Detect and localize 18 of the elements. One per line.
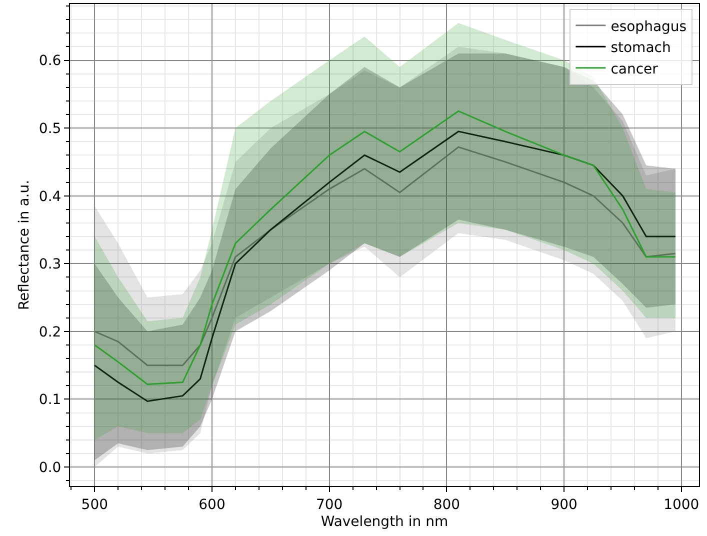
x-tick-label: 500 — [81, 496, 108, 513]
y-axis-title: Reflectance in a.u. — [16, 180, 33, 310]
legend-label: cancer — [610, 61, 658, 78]
y-tick-label: 0.3 — [38, 256, 62, 273]
x-tick-label: 800 — [433, 496, 460, 513]
y-tick-label: 0.6 — [38, 53, 62, 70]
x-axis-title: Wavelength in nm — [320, 514, 448, 530]
y-tick-label: 0.1 — [38, 392, 62, 408]
x-tick-label: 600 — [198, 496, 226, 513]
legend-label: stomach — [610, 40, 671, 56]
y-tick-label: 0.0 — [38, 460, 62, 476]
x-tick-label: 1000 — [664, 496, 700, 513]
y-tick-label: 0.4 — [38, 188, 62, 205]
y-tick-label: 0.5 — [38, 120, 62, 137]
x-tick-label: 900 — [550, 496, 578, 513]
legend-label: esophagus — [610, 18, 687, 35]
y-tick-label: 0.2 — [38, 324, 62, 340]
x-tick-label: 700 — [316, 496, 343, 513]
